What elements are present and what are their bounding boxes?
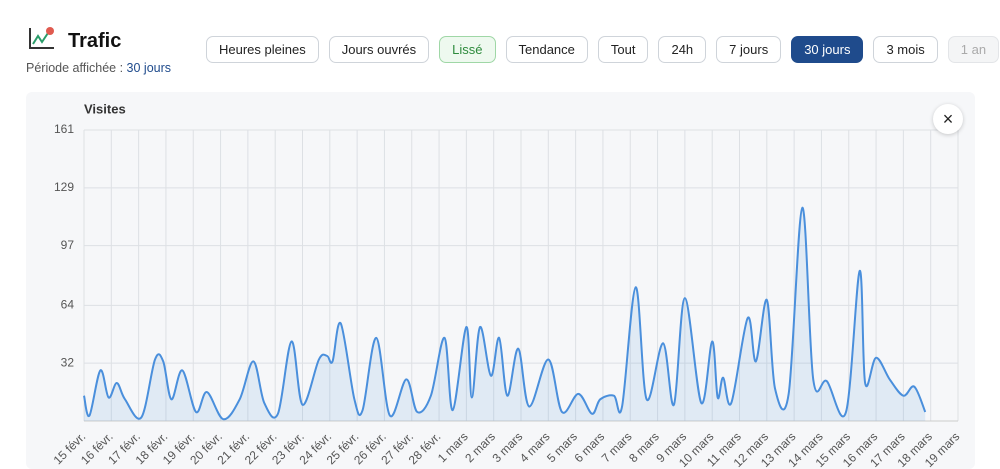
title: Trafic [68, 30, 122, 52]
period-label: Période affichée : [26, 61, 124, 75]
button-row: Heures pleines Jours ouvrés Lissé Tendance T… [206, 36, 1000, 63]
filter-button[interactable]: Jours ouvrés [328, 36, 430, 63]
close-button[interactable]: × [933, 104, 963, 134]
period: Période affichée : 30 jours [26, 61, 171, 75]
filter-button[interactable]: 30 jours [791, 36, 864, 63]
filter-button[interactable]: 24h [658, 36, 707, 63]
period-value: 30 jours [126, 61, 172, 75]
filter-button[interactable]: 7 jours [716, 36, 782, 63]
filter-button: 1 an [947, 36, 1000, 63]
filter-button[interactable]: 3 mois [873, 36, 938, 63]
filter-button[interactable]: Tout [597, 36, 649, 63]
filter-button[interactable]: Heures pleines [206, 36, 319, 63]
filter-button[interactable]: Tendance [505, 36, 588, 63]
y-tick-label: 161 [54, 122, 74, 136]
y-tick-label: 64 [61, 297, 75, 311]
app-icon [29, 27, 54, 49]
y-tick-label: 97 [61, 238, 75, 252]
chart-panel [26, 92, 975, 469]
y-tick-label: 32 [61, 355, 75, 369]
filter-button[interactable]: Lissé [439, 36, 496, 63]
y-axis-label: Visites [84, 101, 126, 116]
line [83, 206, 927, 421]
y-tick-label: 129 [54, 180, 74, 194]
